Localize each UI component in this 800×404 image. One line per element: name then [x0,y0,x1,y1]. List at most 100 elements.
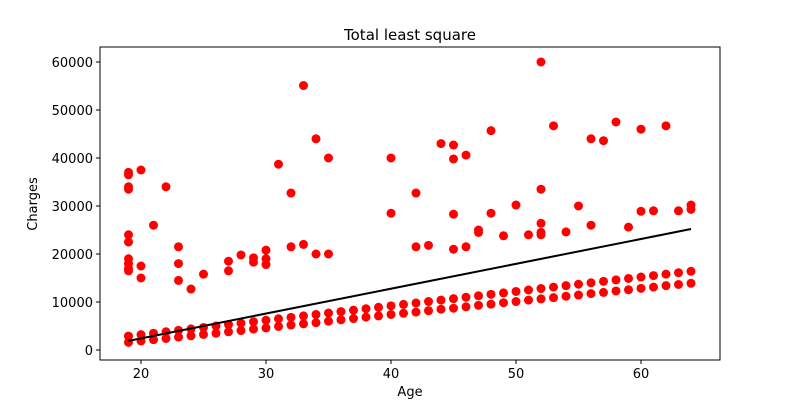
point [574,201,583,211]
point [349,305,358,315]
point [311,318,321,328]
point [636,283,646,293]
point [224,327,233,337]
point [461,292,471,302]
point [674,279,683,289]
point [299,239,308,249]
point [324,249,333,259]
point [486,299,496,309]
plot-frame [99,46,721,361]
point [399,308,408,318]
point [224,266,233,276]
point [536,218,546,228]
point [536,294,546,304]
point [136,261,146,271]
point [474,227,483,237]
y-tick-label: 40000 [52,152,93,167]
x-tick-label: 30 [258,367,275,382]
point [299,319,308,329]
point [486,289,496,299]
point [311,134,321,144]
point [624,222,633,232]
point [586,289,596,299]
point [449,209,458,219]
point [174,275,183,285]
point [674,268,683,278]
point [161,333,171,343]
point [449,140,458,150]
point [349,314,358,324]
point [674,206,683,216]
point [461,242,471,252]
point [499,298,508,308]
point [624,285,633,295]
point [336,307,346,317]
point [124,237,133,247]
point [299,311,308,321]
point [649,282,658,292]
point [186,284,196,294]
point [536,57,546,67]
point [124,331,133,341]
point [599,276,608,286]
point [461,302,471,312]
point [474,291,483,301]
point [124,182,133,192]
point [186,331,196,341]
point [574,290,583,300]
point [236,318,246,328]
point [261,323,271,333]
point [274,314,283,324]
point [611,275,621,285]
point [324,153,333,163]
point [224,256,233,266]
point [611,286,621,296]
point [586,278,596,288]
point [486,126,496,136]
point [661,269,671,279]
point [286,242,296,252]
point [236,250,246,260]
x-axis-label: Age [397,385,422,400]
point [149,335,158,345]
x-tick-label: 20 [133,367,150,382]
point [261,315,271,325]
point [249,257,258,267]
point [136,330,146,340]
point [436,139,446,149]
point [374,311,383,321]
point [536,184,546,194]
fit-line [128,228,692,342]
chart-title: Total least square [343,26,476,44]
point [399,299,408,309]
point [174,259,183,269]
point [524,230,533,240]
point [511,297,521,307]
point [324,316,333,326]
point [599,136,608,146]
point [286,312,296,322]
point [136,165,146,175]
point [449,294,458,304]
point [361,312,371,322]
point [311,249,321,259]
point [549,121,558,131]
point [249,317,258,327]
point [324,308,333,318]
point [411,188,421,198]
point [611,117,621,127]
y-tick-label: 0 [85,344,93,359]
point [561,281,571,291]
point [211,328,221,338]
point [124,230,133,240]
point [461,150,471,160]
point [449,303,458,313]
point [549,293,558,303]
point [511,200,521,210]
point [286,320,296,330]
point [424,306,433,316]
point [336,315,346,325]
point [636,124,646,134]
point [299,81,308,91]
point [474,300,483,310]
